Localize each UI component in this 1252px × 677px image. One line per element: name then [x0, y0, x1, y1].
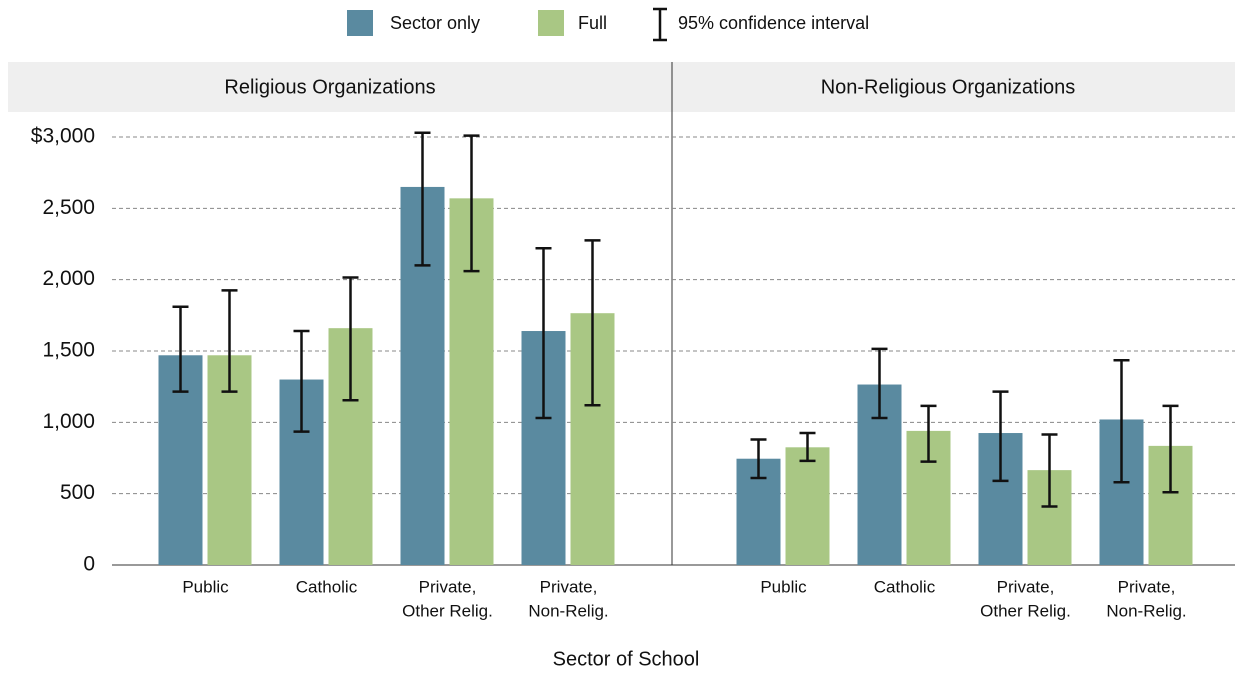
error-bar [920, 404, 937, 463]
legend-error-icon [653, 7, 667, 42]
y-tick-label: 500 [60, 481, 95, 504]
legend-swatch [538, 10, 564, 36]
error-bar [535, 247, 552, 420]
y-tick-label: 2,500 [42, 196, 95, 219]
x-axis-label: Sector of School [553, 648, 700, 670]
y-tick-label: $3,000 [31, 125, 95, 148]
x-tick-label: Public [760, 577, 807, 596]
error-bar [871, 347, 888, 420]
y-tick-label: 1,000 [42, 410, 95, 433]
error-bar [1041, 433, 1058, 508]
y-tick-label: 1,500 [42, 339, 95, 362]
error-bar [414, 131, 431, 267]
panel-header-band [8, 62, 1235, 112]
x-tick-label: Non-Relig. [1106, 601, 1186, 620]
legend-label: 95% confidence interval [678, 13, 869, 33]
legend-swatch [347, 10, 373, 36]
legend-label: Full [578, 13, 607, 33]
error-bar [992, 390, 1009, 483]
error-bar [172, 305, 189, 393]
x-tick-label: Private, [419, 577, 477, 596]
error-bar [750, 438, 767, 480]
error-bar [342, 276, 359, 402]
x-tick-label: Other Relig. [980, 601, 1071, 620]
y-tick-label: 2,000 [42, 267, 95, 290]
panel-title: Religious Organizations [224, 76, 435, 98]
legend-label: Sector only [390, 13, 480, 33]
x-tick-label: Private, [997, 577, 1055, 596]
x-tick-label: Private, [540, 577, 598, 596]
x-tick-label: Catholic [296, 577, 358, 596]
panel-title: Non-Religious Organizations [821, 76, 1076, 98]
x-tick-label: Catholic [874, 577, 936, 596]
bar [785, 447, 830, 565]
x-tick-label: Non-Relig. [528, 601, 608, 620]
error-bar [293, 329, 310, 433]
y-tick-label: 0 [83, 553, 95, 576]
error-bar [799, 431, 816, 463]
error-bar [584, 239, 601, 407]
error-bar [1113, 359, 1130, 484]
error-bar [221, 289, 238, 393]
x-tick-label: Other Relig. [402, 601, 493, 620]
x-tick-label: Public [182, 577, 229, 596]
error-bar [463, 134, 480, 273]
x-tick-label: Private, [1118, 577, 1176, 596]
error-bar [1162, 404, 1179, 494]
